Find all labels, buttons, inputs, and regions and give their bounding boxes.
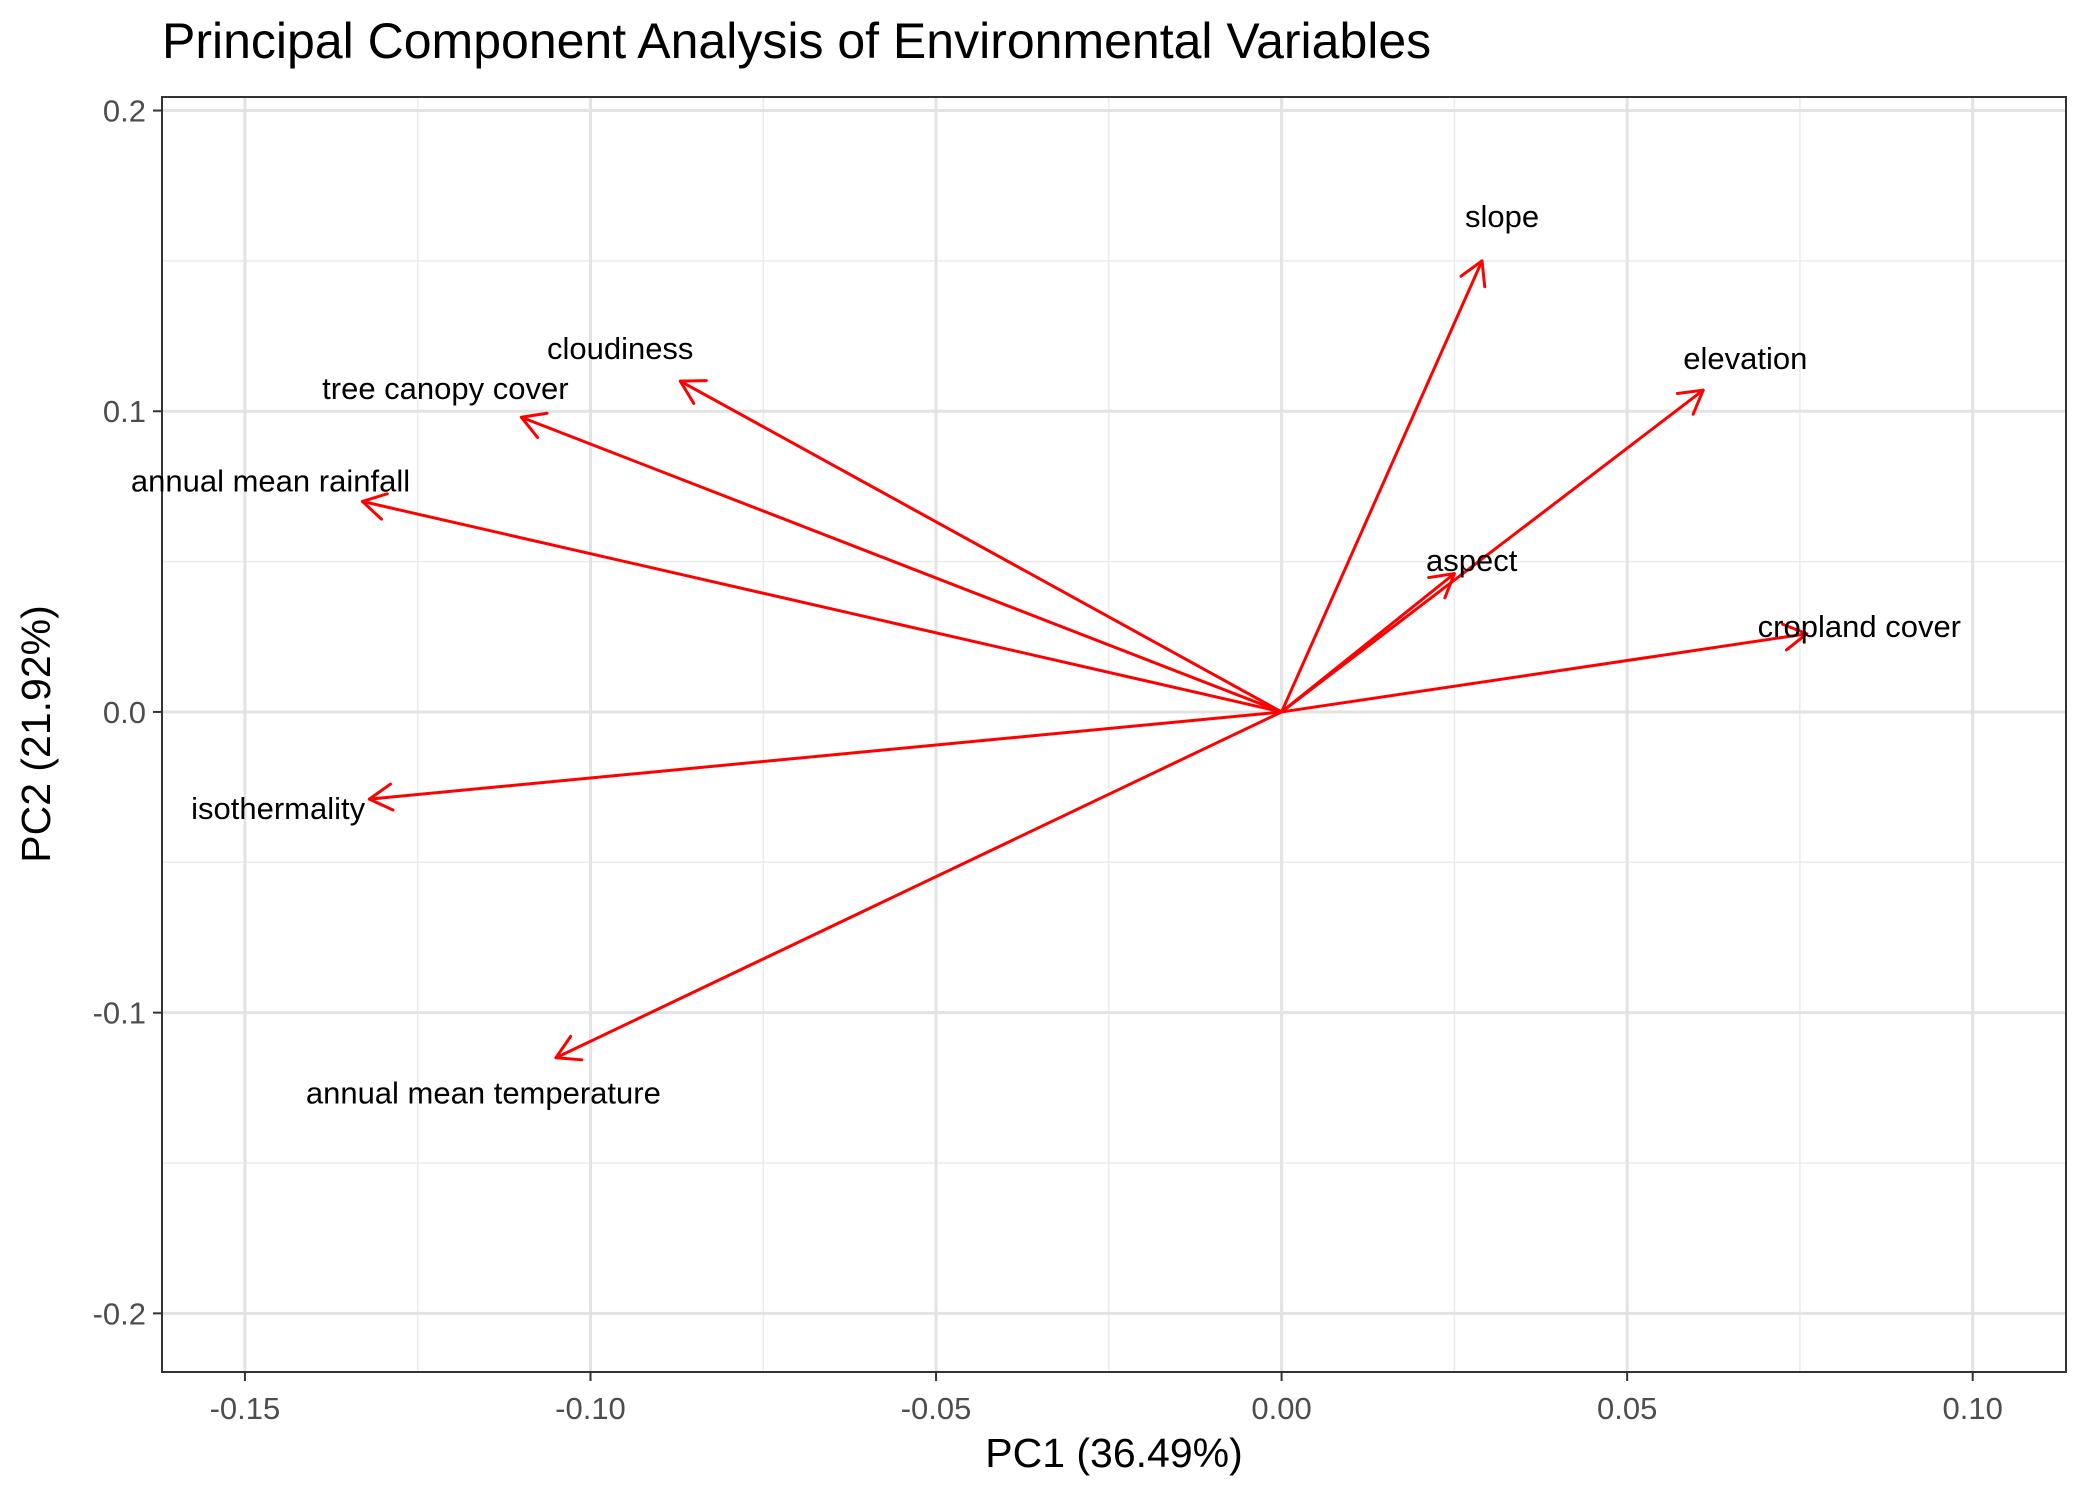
y-tick-label: 0.2	[103, 94, 146, 129]
x-tick-label: 0.10	[1943, 1391, 2003, 1426]
vector-label-slope: slope	[1465, 199, 1539, 234]
loading-arrow-annual-mean-temperature	[554, 710, 1284, 1062]
vector-label-elevation: elevation	[1683, 341, 1807, 376]
arrow-head	[367, 782, 395, 812]
arrow-head	[1427, 572, 1456, 600]
y-tick-label: -0.1	[93, 996, 146, 1031]
vector-labels: slope cloudiness tree canopy cover elevatio…	[131, 199, 1961, 1111]
arrow-head	[1675, 388, 1705, 416]
x-tick-label: 0.00	[1251, 1391, 1311, 1426]
y-axis-title: PC2 (21.92%)	[13, 605, 59, 863]
loading-arrow-annual-mean-rainfall	[360, 492, 1284, 714]
vector-label-aspect: aspect	[1426, 543, 1518, 578]
loading-arrow-isothermality	[367, 710, 1284, 812]
arrow-head	[1459, 259, 1487, 289]
x-tick-label: -0.10	[555, 1391, 626, 1426]
vector-label-cloudiness: cloudiness	[547, 331, 693, 366]
y-tick-label: 0.1	[103, 394, 146, 429]
loading-arrow-slope	[1280, 259, 1487, 714]
arrow-shaft	[554, 710, 1284, 1060]
loading-arrow-tree-canopy-cover	[519, 411, 1284, 714]
vector-label-isothermality: isothermality	[191, 791, 365, 826]
loading-arrow-cropland-cover	[1280, 622, 1809, 714]
loading-arrows	[360, 259, 1809, 1062]
arrow-shaft	[367, 710, 1284, 801]
arrow-shaft	[1280, 572, 1456, 714]
arrow-head	[554, 1034, 584, 1062]
arrow-shaft	[519, 415, 1284, 714]
arrow-shaft	[678, 379, 1284, 714]
arrow-shaft	[360, 499, 1284, 714]
x-tick-label: 0.05	[1597, 1391, 1657, 1426]
plot-panel-border	[161, 96, 2067, 1373]
arrow-head	[678, 379, 708, 405]
y-tick-label: -0.2	[93, 1296, 146, 1331]
chart-title: Principal Component Analysis of Environm…	[162, 13, 1432, 69]
y-axis-ticks: -0.2 -0.1 0.0 0.1 0.2	[93, 94, 162, 1331]
x-axis-title: PC1 (36.49%)	[985, 1430, 1243, 1476]
arrow-shaft	[1280, 259, 1484, 714]
x-axis-ticks: -0.15 -0.10 -0.05 0.00 0.05 0.10	[210, 1372, 2003, 1426]
vector-label-tree-canopy-cover: tree canopy cover	[322, 371, 568, 406]
x-tick-label: -0.15	[210, 1391, 281, 1426]
x-tick-label: -0.05	[901, 1391, 972, 1426]
vector-label-annual-mean-rainfall: annual mean rainfall	[131, 463, 410, 498]
major-gridlines	[162, 97, 2066, 1372]
vector-label-annual-mean-temperature: annual mean temperature	[306, 1075, 661, 1110]
minor-gridlines	[162, 97, 2066, 1372]
loading-arrow-aspect	[1280, 572, 1456, 714]
y-tick-label: 0.0	[103, 695, 146, 730]
vector-label-cropland-cover: cropland cover	[1758, 609, 1961, 644]
arrow-head	[519, 411, 549, 440]
loading-arrow-elevation	[1280, 388, 1705, 714]
arrow-shaft	[1280, 388, 1705, 714]
loading-arrow-cloudiness	[678, 379, 1284, 714]
arrow-head	[360, 492, 389, 521]
arrow-shaft	[1280, 632, 1809, 714]
arrow-head	[1781, 622, 1809, 652]
